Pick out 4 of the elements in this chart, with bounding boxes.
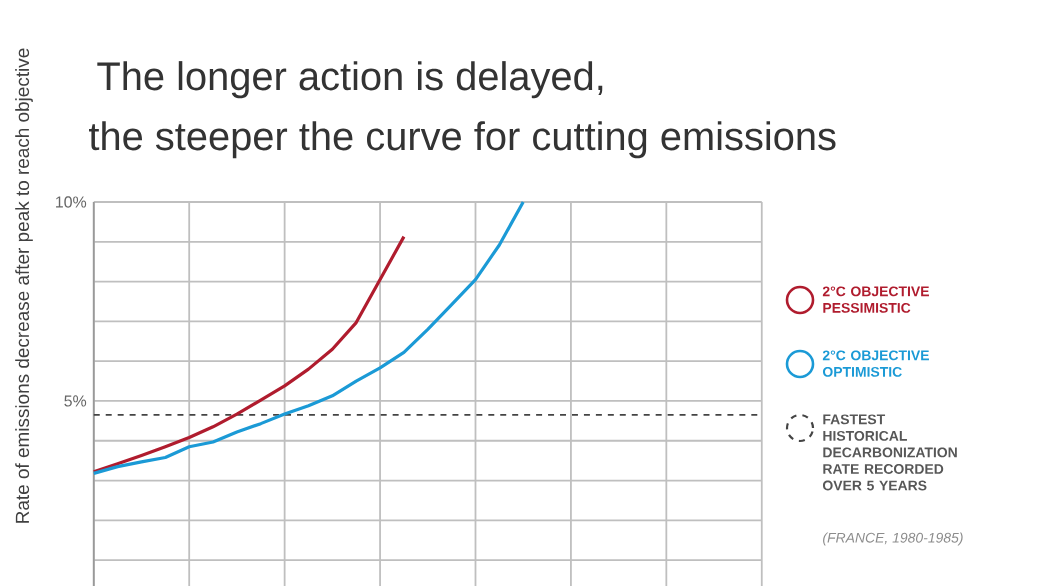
y-axis-title: Rate of emissions decrease after peak to reach objective [15, 48, 33, 523]
chart-subtitle: the steeper the curve for cutting emissions [89, 121, 836, 159]
chart-title: The longer action is delayed, [97, 61, 603, 99]
line-series [92, 200, 525, 475]
